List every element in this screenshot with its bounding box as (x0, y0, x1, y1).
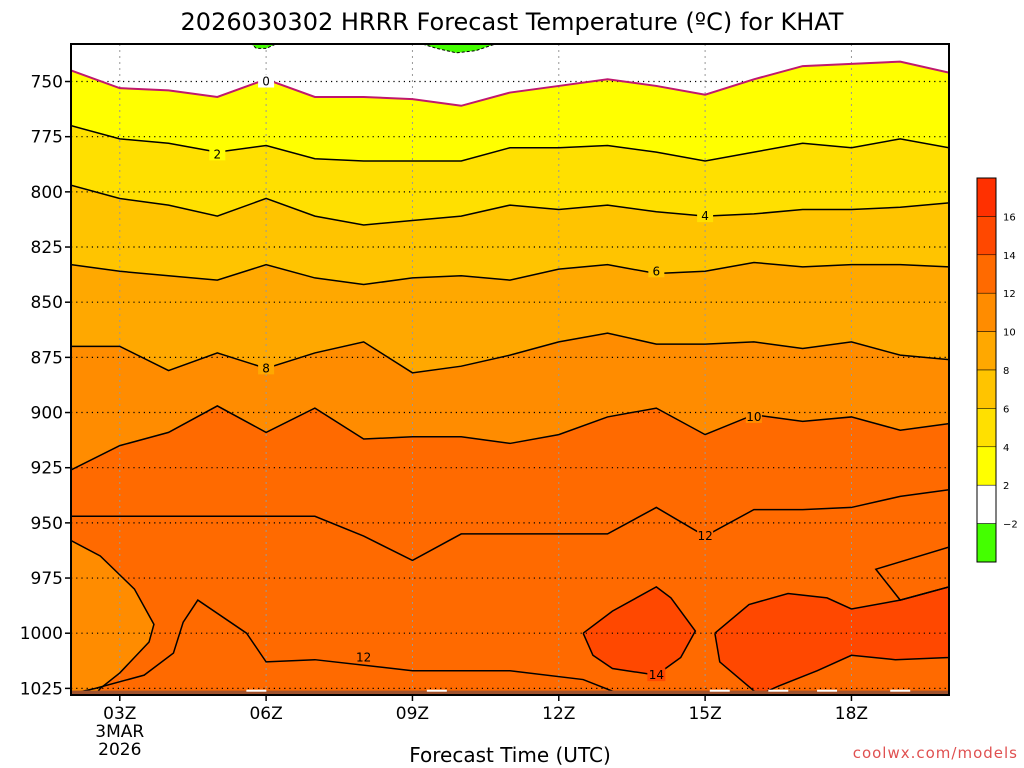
colorbar-swatch-6 (976, 408, 997, 448)
contour-label-2: 2 (214, 147, 222, 161)
colorbar-label-4: 8 (1003, 366, 1009, 377)
grid-lines (71, 44, 949, 695)
colorbar-label-2: 12 (1003, 289, 1016, 300)
colorbar-label-7: 2 (1003, 481, 1009, 492)
colorbar-label-1: 14 (1003, 251, 1016, 262)
x-tick-label-5: 18Z (835, 704, 868, 724)
inner-contour-0 (71, 599, 623, 695)
fill-core-14b (714, 586, 949, 695)
credit-text: coolwx.com/models (853, 744, 1018, 762)
colorbar-label-3: 10 (1003, 328, 1016, 339)
plot-frame (70, 43, 950, 696)
colorbar-swatch-9 (976, 523, 997, 563)
ground-bar (71, 690, 949, 695)
fill-pocket-10 (71, 540, 154, 695)
colorbar-swatch-5 (976, 369, 997, 409)
y-tick-label-11: 1025 (20, 679, 63, 699)
contour-label-4: 4 (701, 209, 709, 223)
contour-label-bg-0 (258, 74, 275, 88)
x-axis-label: Forecast Time (UTC) (409, 743, 611, 767)
colorbar-swatch-7 (976, 446, 997, 486)
top-patch-0 (250, 44, 277, 49)
plot-area: 0 2 4 6 8 10 12 12 14 (71, 44, 949, 695)
x-tick-label-4: 15Z (688, 704, 721, 724)
x-tick-label-1: 06Z (249, 704, 282, 724)
inner-label-0: 12 (356, 650, 371, 664)
y-tick-label-2: 800 (31, 183, 63, 203)
colorbar-swatch-2 (976, 254, 997, 294)
inner-contour-3 (874, 546, 949, 601)
contour-10 (71, 405, 949, 471)
top-patch-1 (422, 44, 496, 54)
ground-mark-4 (817, 689, 838, 692)
x-tick-sublabel-0-0: 3MAR (95, 722, 144, 742)
temperature-fills (71, 44, 949, 695)
colorbar-swatch-3 (976, 292, 997, 332)
contour-label-6: 6 (653, 264, 661, 278)
y-tick-label-6: 900 (31, 404, 63, 424)
contour-6 (71, 261, 949, 286)
inner-label-bg-0 (354, 650, 373, 664)
ground-mark-2 (709, 689, 730, 692)
contour-label-bg-10 (745, 409, 762, 423)
y-tick-label-3: 825 (31, 238, 63, 258)
ground-mark-1 (426, 689, 447, 692)
inner-label-1: 14 (649, 668, 664, 682)
colorbar-legend: 16 14 12 10 8 6 4 2 −2 (976, 177, 1018, 563)
contour-0 (71, 60, 949, 107)
y-tick-label-1: 775 (31, 128, 63, 148)
inner-contour-1 (582, 585, 697, 676)
colorbar-swatch-1 (976, 216, 997, 256)
ground-mark-0 (246, 689, 267, 692)
y-tick-label-7: 925 (31, 459, 63, 479)
colorbar-frame (976, 177, 997, 563)
contour-12 (71, 489, 949, 562)
y-tick-label-10: 1000 (20, 624, 63, 644)
y-tick-label-4: 850 (31, 293, 63, 313)
contour-label-bg-2 (209, 147, 226, 161)
colorbar-label-6: 4 (1003, 443, 1009, 454)
y-axis: 750 775 800 825 850 875 900 925 950 975 1000 1025 (20, 73, 71, 699)
contour-label-bg-12 (697, 529, 714, 543)
contour-4 (71, 184, 949, 226)
ground-mark-3 (768, 689, 789, 692)
x-tick-label-3: 12Z (542, 704, 575, 724)
y-tick-label-0: 750 (31, 73, 63, 93)
colorbar-label-8: −2 (1003, 520, 1018, 531)
contour-label-8: 8 (262, 361, 270, 375)
inner-label-bg-1 (647, 668, 666, 682)
contour-label-bg-6 (648, 264, 665, 278)
y-tick-label-8: 950 (31, 514, 63, 534)
ground-layer (71, 689, 949, 695)
ground-mark-5 (890, 689, 911, 692)
contour-label-bg-4 (697, 209, 714, 223)
x-tick-label-0: 03Z (103, 704, 136, 724)
colorbar-swatch-8 (976, 484, 997, 524)
colorbar-label-5: 6 (1003, 404, 1009, 415)
y-tick-label-5: 875 (31, 348, 63, 368)
contour-8 (71, 332, 949, 374)
colorbar-swatch-4 (976, 331, 997, 371)
contour-label-0: 0 (262, 75, 270, 89)
y-tick-label-9: 975 (31, 569, 63, 589)
contour-label-bg-8 (258, 361, 275, 375)
colorbar-swatch-0 (976, 177, 997, 217)
fill-core-14a (583, 586, 696, 676)
x-tick-label-2: 09Z (396, 704, 429, 724)
chart-title: 2026030302 HRRR Forecast Temperature (ºC… (181, 8, 844, 36)
contour-label-12: 12 (697, 529, 712, 543)
contour-label-10: 10 (746, 410, 761, 424)
x-tick-sublabel-0-1: 2026 (98, 740, 141, 760)
pocket-contour (71, 539, 155, 695)
colorbar-label-0: 16 (1003, 212, 1016, 223)
